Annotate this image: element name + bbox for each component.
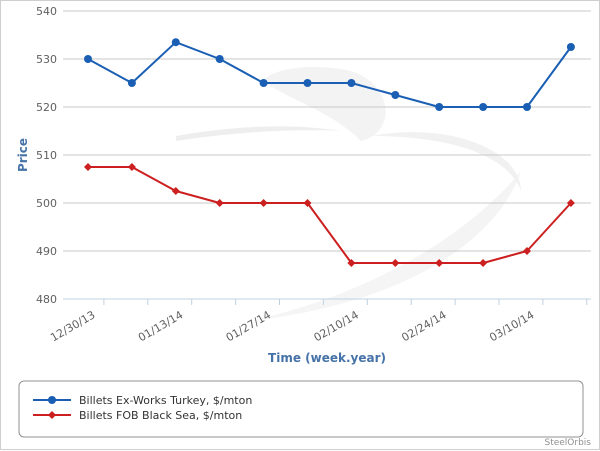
x-tick-label: 01/27/14 — [224, 308, 273, 344]
y-tick-label: 530 — [36, 53, 57, 66]
data-point[interactable] — [303, 199, 312, 207]
data-point[interactable] — [303, 79, 312, 87]
y-axis-ticks: 480 490 500 510 520 530 540 — [36, 5, 57, 306]
data-point[interactable] — [391, 91, 400, 99]
data-point[interactable] — [347, 259, 356, 267]
legend-label: Billets FOB Black Sea, $/mton — [79, 409, 242, 422]
legend-item[interactable]: Billets FOB Black Sea, $/mton — [33, 409, 242, 422]
x-tick-label: 02/10/14 — [312, 308, 361, 344]
x-axis-title: Time (week.year) — [268, 351, 386, 365]
data-point[interactable] — [84, 55, 92, 63]
data-point[interactable] — [523, 247, 531, 255]
data-point[interactable] — [215, 199, 224, 207]
y-tick-label: 520 — [36, 101, 57, 114]
x-tick-label: 02/24/14 — [399, 308, 448, 344]
data-point[interactable] — [566, 199, 575, 207]
legend-items: Billets Ex-Works Turkey, $/mton Billets F… — [33, 394, 252, 422]
data-point[interactable] — [435, 259, 444, 267]
legend-marker — [48, 396, 56, 404]
y-tick-label: 490 — [36, 245, 57, 258]
legend-marker — [48, 411, 56, 419]
data-point[interactable] — [347, 79, 356, 87]
watermark-logo — [176, 66, 521, 321]
data-point[interactable] — [479, 103, 488, 111]
data-point[interactable] — [127, 163, 136, 171]
series-line — [88, 166, 572, 264]
grid-lines — [63, 10, 591, 252]
legend-box — [18, 380, 584, 438]
legend: Billets Ex-Works Turkey, $/mton Billets F… — [18, 380, 584, 438]
data-point[interactable] — [523, 103, 531, 111]
series-line — [87, 41, 572, 108]
data-point[interactable] — [435, 103, 444, 111]
legend-item[interactable]: Billets Ex-Works Turkey, $/mton — [33, 394, 252, 407]
x-tick-label: 01/13/14 — [136, 308, 185, 344]
data-point[interactable] — [259, 79, 268, 87]
y-tick-label: 500 — [36, 197, 57, 210]
y-axis-title: Price — [16, 138, 30, 172]
x-tick-label: 03/10/14 — [487, 308, 536, 344]
data-point[interactable] — [479, 259, 488, 267]
data-point[interactable] — [171, 38, 180, 47]
series-layer — [84, 38, 575, 267]
data-point[interactable] — [171, 187, 180, 195]
legend-label: Billets Ex-Works Turkey, $/mton — [79, 394, 252, 407]
data-point[interactable] — [566, 43, 575, 51]
y-tick-label: 510 — [36, 149, 57, 162]
data-point[interactable] — [391, 259, 400, 267]
data-point[interactable] — [259, 199, 268, 207]
data-point[interactable] — [84, 163, 92, 171]
data-point[interactable] — [127, 79, 136, 87]
x-tick-label: 12/30/13 — [48, 308, 97, 344]
y-tick-label: 540 — [36, 5, 57, 18]
data-point[interactable] — [215, 55, 224, 63]
credit-label: SteelOrbis — [544, 438, 591, 448]
y-tick-label: 480 — [36, 293, 57, 306]
